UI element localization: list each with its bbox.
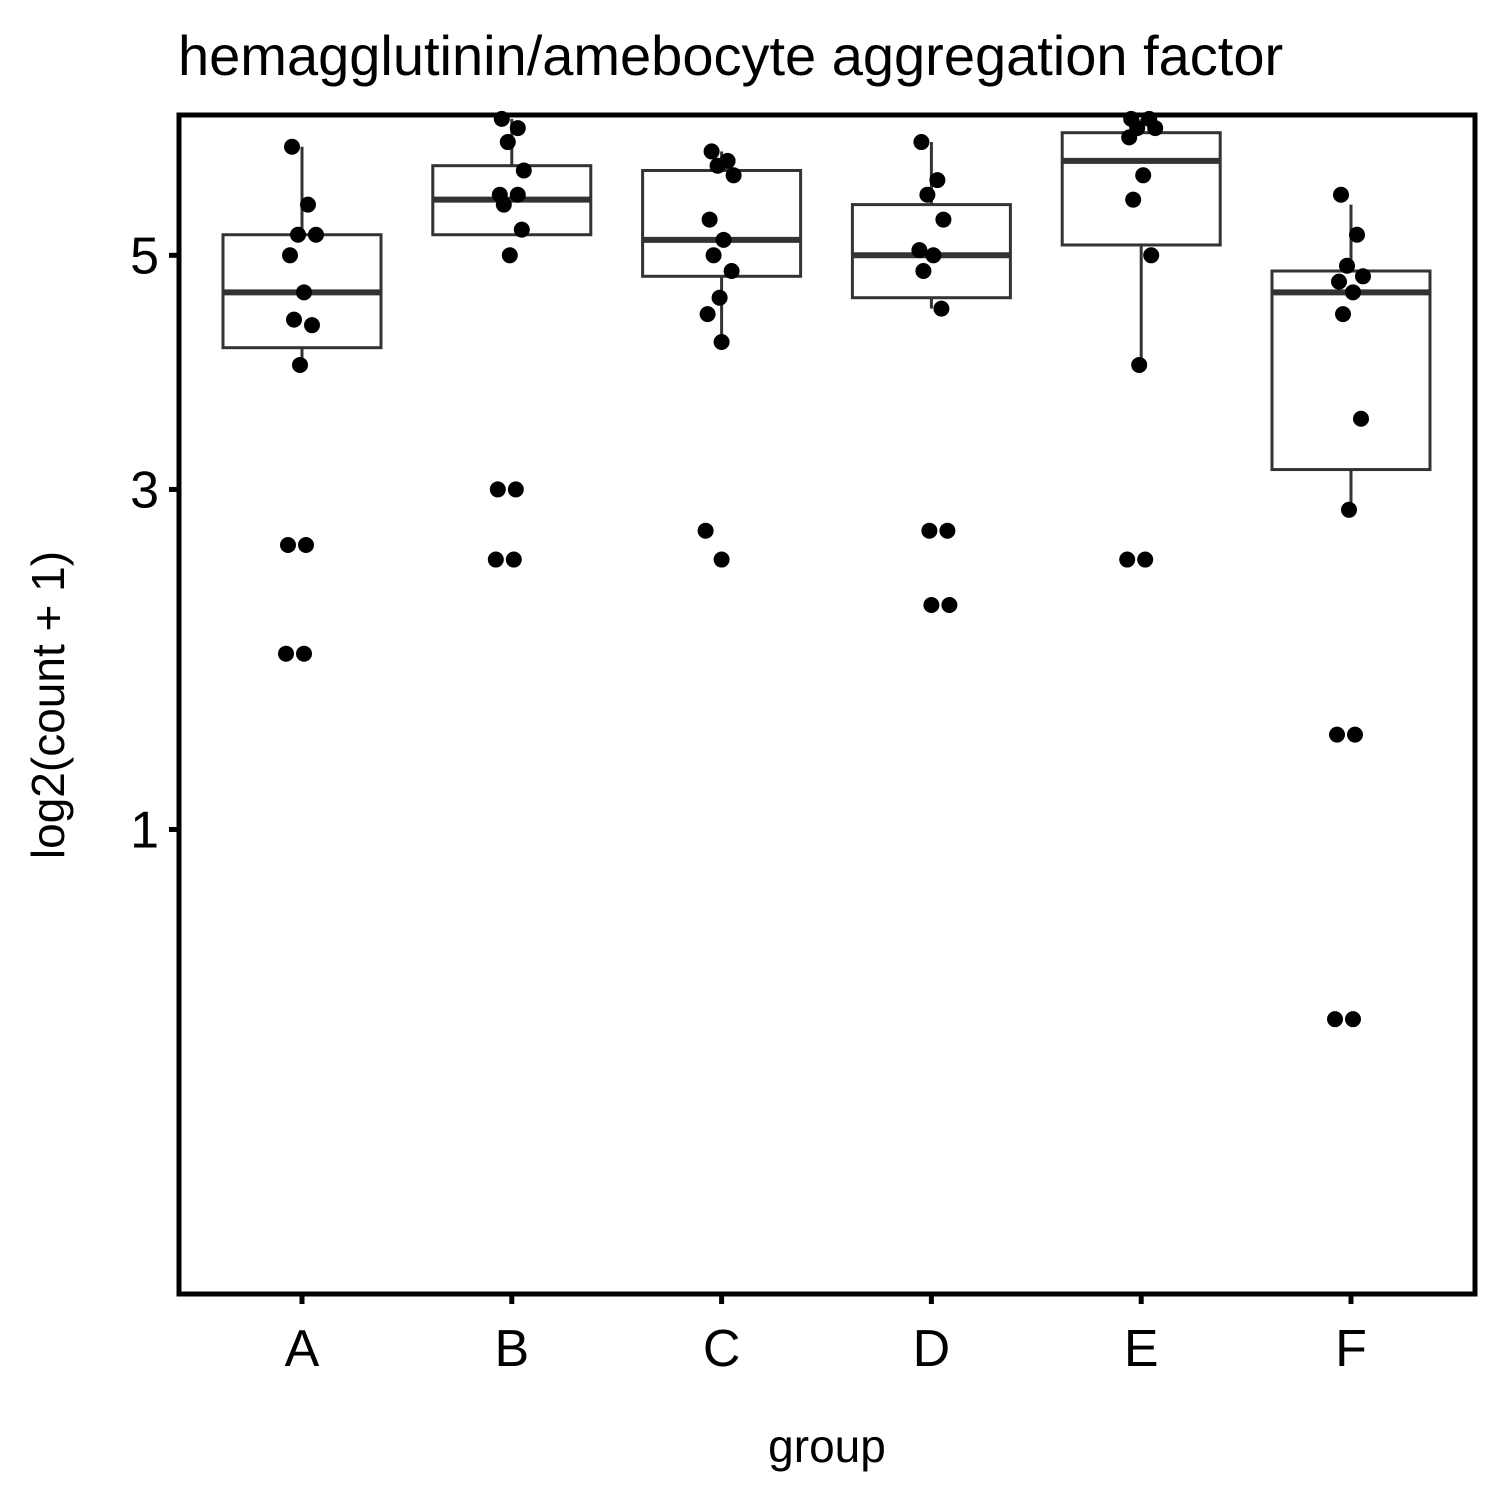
- data-point-d-5: [925, 247, 942, 264]
- boxes-layer: [221, 118, 1432, 510]
- data-point-f-8: [1341, 501, 1357, 518]
- y-axis-label: log2(count + 1): [22, 551, 74, 859]
- data-point-b-12: [505, 551, 522, 568]
- data-point-f-4: [1331, 273, 1347, 290]
- x-tick-label-d: D: [913, 1320, 951, 1378]
- data-point-a-2: [290, 226, 306, 243]
- data-point-b-0: [493, 110, 510, 127]
- data-point-c-4: [701, 211, 718, 228]
- data-point-d-8: [921, 522, 938, 539]
- data-point-c-12: [713, 551, 730, 568]
- data-point-c-9: [699, 306, 716, 323]
- data-point-a-8: [292, 356, 308, 373]
- data-point-e-6: [1125, 191, 1142, 208]
- data-point-e-10: [1137, 551, 1154, 568]
- y-tick-label-5: 5: [130, 227, 159, 285]
- x-tick-label-f: F: [1335, 1320, 1367, 1378]
- data-point-d-9: [939, 522, 956, 539]
- data-point-f-5: [1345, 284, 1361, 301]
- data-point-e-9: [1119, 551, 1136, 568]
- data-point-c-2: [709, 157, 726, 174]
- data-point-e-3: [1147, 120, 1164, 137]
- data-point-e-5: [1135, 167, 1152, 184]
- data-point-f-10: [1347, 726, 1363, 743]
- data-point-b-5: [509, 186, 526, 203]
- box-group-e: [1060, 118, 1222, 365]
- points-layer: [278, 110, 1371, 1028]
- data-point-e-4: [1121, 129, 1138, 146]
- data-point-b-10: [507, 481, 524, 498]
- data-point-e-8: [1131, 356, 1148, 373]
- box-group-a: [221, 146, 383, 365]
- data-point-f-9: [1329, 726, 1345, 743]
- y-tick-label-3: 3: [130, 461, 159, 519]
- data-point-d-0: [913, 134, 930, 151]
- data-point-a-11: [278, 645, 294, 662]
- data-point-a-5: [296, 284, 312, 301]
- x-axis-label: group: [768, 1420, 886, 1472]
- x-tick-label-b: B: [494, 1320, 529, 1378]
- data-point-a-1: [300, 196, 316, 213]
- data-point-d-6: [915, 263, 932, 280]
- data-point-b-11: [487, 551, 504, 568]
- data-point-c-7: [723, 263, 740, 280]
- data-point-d-4: [911, 242, 928, 259]
- data-point-f-6: [1335, 306, 1351, 323]
- data-point-d-2: [919, 186, 936, 203]
- data-point-e-7: [1143, 247, 1160, 264]
- data-point-d-7: [933, 300, 950, 317]
- data-point-c-5: [715, 231, 732, 248]
- data-point-f-3: [1355, 268, 1371, 285]
- data-point-b-2: [499, 134, 516, 151]
- data-point-a-7: [304, 317, 320, 334]
- data-point-a-3: [308, 226, 324, 243]
- box-f: [1270, 269, 1432, 472]
- data-point-f-2: [1339, 257, 1355, 274]
- data-point-f-11: [1327, 1011, 1343, 1028]
- data-point-a-12: [296, 645, 312, 662]
- data-point-b-1: [509, 120, 526, 137]
- data-point-f-7: [1353, 410, 1369, 427]
- data-point-a-0: [284, 138, 300, 155]
- data-point-c-10: [713, 334, 730, 351]
- box-group-b: [431, 118, 593, 237]
- data-point-d-3: [935, 211, 952, 228]
- data-point-b-6: [495, 196, 512, 213]
- y-tick-label-1: 1: [130, 801, 159, 859]
- panel-border: [176, 112, 1478, 1297]
- data-point-c-0: [703, 143, 720, 160]
- box-group-f: [1270, 204, 1432, 510]
- box-group-d: [850, 142, 1012, 309]
- x-tick-label-e: E: [1124, 1320, 1159, 1378]
- x-tick-label-a: A: [285, 1320, 320, 1378]
- y-axis: 1 3 5: [130, 227, 179, 859]
- box-e: [1060, 131, 1222, 247]
- data-point-a-10: [298, 536, 314, 553]
- chart-title: hemagglutinin/amebocyte aggregation fact…: [178, 24, 1283, 87]
- data-point-d-11: [941, 597, 958, 614]
- data-point-c-11: [697, 522, 714, 539]
- data-point-b-8: [501, 247, 518, 264]
- data-point-a-6: [286, 311, 302, 328]
- box-c: [641, 168, 803, 278]
- data-point-f-0: [1333, 186, 1349, 203]
- data-point-b-3: [515, 162, 532, 179]
- x-axis: A B C D E F: [285, 1294, 1367, 1378]
- data-point-c-8: [711, 289, 728, 306]
- data-point-b-9: [489, 481, 506, 498]
- data-point-f-12: [1345, 1011, 1361, 1028]
- data-point-a-4: [282, 247, 298, 264]
- data-point-a-9: [280, 536, 296, 553]
- x-tick-label-c: C: [703, 1320, 741, 1378]
- data-point-c-3: [725, 167, 742, 184]
- data-point-f-1: [1349, 226, 1365, 243]
- data-point-c-6: [705, 247, 722, 264]
- data-point-d-10: [923, 597, 940, 614]
- data-point-b-7: [513, 221, 530, 238]
- data-point-d-1: [929, 172, 946, 189]
